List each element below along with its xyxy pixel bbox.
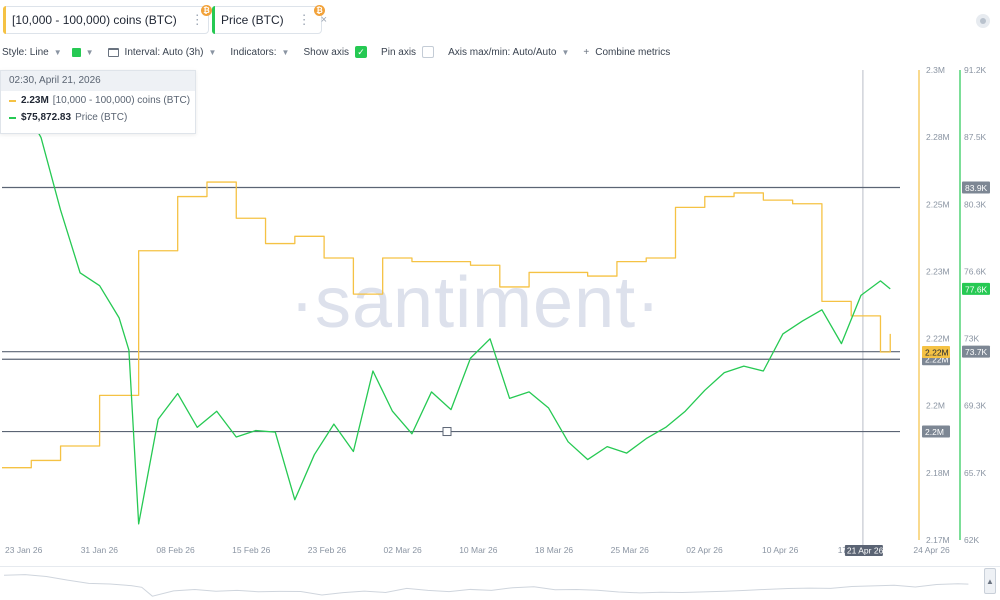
holders-tick-label: 2.28M: [926, 132, 950, 142]
price-tick-label: 76.6K: [964, 266, 987, 276]
axis-maxmin-select[interactable]: Axis max/min: Auto/Auto ▼: [448, 47, 569, 58]
tooltip-value: 2.23M: [21, 95, 49, 106]
x-tick-label: 08 Feb 26: [156, 545, 195, 555]
pin-axis-label: Pin axis: [381, 46, 417, 58]
price-tick-label: 62K: [964, 535, 979, 545]
price-series-line: [1, 101, 891, 525]
tooltip-series-name: Price (BTC): [75, 112, 128, 123]
calendar-icon: [107, 47, 119, 57]
indicators-label: Indicators:: [230, 46, 277, 58]
price-tick-label: 80.3K: [964, 199, 987, 209]
tooltip-row: 2.23M [10,000 - 100,000) coins (BTC): [1, 93, 195, 108]
reference-value-label: 83.9K: [965, 183, 988, 193]
metric-label: Price (BTC): [221, 13, 284, 27]
reference-line-handle: [442, 427, 452, 437]
checkbox-unchecked-icon[interactable]: [422, 46, 435, 58]
reference-value-label: 2.2M: [925, 427, 944, 437]
show-axis-toggle[interactable]: Show axis ✓: [303, 46, 368, 58]
holders-tick-label: 2.17M: [926, 535, 950, 545]
x-tick-label: 25 Mar 26: [611, 545, 650, 555]
navigator-handle[interactable]: ▲: [984, 568, 996, 594]
indicators-select[interactable]: Indicators: ▼: [230, 47, 289, 58]
x-tick-label: 15 Feb 26: [232, 545, 271, 555]
metric-menu-icon[interactable]: ⋮: [190, 12, 204, 27]
style-select[interactable]: Style: Line ▼ ▼: [2, 47, 94, 58]
chevron-down-icon: ▼: [281, 47, 290, 57]
x-tick-label: 23 Jan 26: [5, 545, 43, 555]
plus-icon: +: [583, 46, 590, 58]
navigator-line: [3, 574, 969, 597]
x-tick-label: 18 Mar 26: [535, 545, 574, 555]
close-icon[interactable]: ×: [320, 14, 328, 26]
price-tick-label: 87.5K: [964, 132, 987, 142]
x-tick-label: 02 Mar 26: [384, 545, 423, 555]
holders-tick-label: 2.25M: [926, 199, 950, 209]
range-navigator[interactable]: [0, 566, 1000, 600]
chart-toolbar: Style: Line ▼ ▼ Interval: Auto (3h) ▼ In…: [0, 44, 684, 60]
interval-select[interactable]: Interval: Auto (3h) ▼: [107, 46, 217, 58]
price-current-label: 77.6K: [965, 284, 988, 294]
tooltip-value: $75,872.83: [21, 112, 72, 123]
interval-label: Interval: Auto (3h): [124, 46, 204, 58]
chevron-down-icon: ▼: [85, 47, 94, 57]
chevron-down-icon: ▼: [53, 47, 62, 57]
holders-series-line: [2, 181, 891, 469]
price-current-tag: [962, 282, 990, 295]
x-highlight-label: 21 Apr 26: [847, 546, 884, 556]
settings-button[interactable]: [976, 14, 990, 28]
reference-value-label: 2.22M: [925, 355, 949, 365]
holders-tick-label: 2.22M: [926, 334, 950, 344]
metric-menu-icon[interactable]: ⋮: [297, 12, 311, 27]
chevron-down-icon: ▼: [208, 47, 217, 57]
reference-value-label: 73.7K: [965, 347, 988, 357]
metric-tab-holders[interactable]: [10,000 - 100,000) coins (BTC) ⋮ × ₿: [3, 5, 220, 34]
holders-current-label: 2.22M: [925, 348, 949, 358]
holders-tick-label: 2.3M: [926, 65, 945, 75]
tooltip-date: 02:30, April 21, 2026: [1, 71, 195, 91]
x-highlight-tag: [844, 545, 883, 556]
reference-value-tag: [962, 181, 990, 194]
holders-current-tag: [922, 346, 950, 358]
tooltip-series-name: [10,000 - 100,000) coins (BTC): [52, 95, 191, 106]
holders-tick-label: 2.18M: [926, 468, 950, 478]
tooltip-row: $75,872.83 Price (BTC): [1, 110, 195, 125]
x-tick-label: 24 Apr 26: [913, 545, 950, 555]
chevron-down-icon: ▼: [561, 47, 570, 57]
chart-tooltip: 02:30, April 21, 2026 2.23M [10,000 - 10…: [0, 70, 196, 134]
price-tick-label: 73K: [964, 334, 979, 344]
bitcoin-badge-icon: ₿: [314, 5, 325, 16]
price-tick-label: 69.3K: [964, 401, 987, 411]
x-tick-label: 31 Jan 26: [81, 545, 119, 555]
combine-metrics-button[interactable]: + Combine metrics: [583, 47, 670, 58]
x-tick-label: 23 Feb 26: [308, 545, 347, 555]
holders-tick-label: 2.2M: [926, 401, 945, 411]
settings-icon: [980, 18, 986, 24]
navigator-overview: [3, 574, 969, 597]
metric-tab-price[interactable]: Price (BTC) ⋮ × ₿: [212, 5, 327, 34]
tooltip-swatch: [9, 99, 16, 102]
price-tick-label: 65.7K: [964, 468, 987, 478]
metric-label: [10,000 - 100,000) coins (BTC): [12, 13, 177, 27]
style-label: Style: Line: [2, 46, 49, 58]
reference-value-tag: [922, 425, 950, 438]
pin-axis-toggle[interactable]: Pin axis: [381, 46, 435, 58]
checkbox-checked-icon[interactable]: ✓: [355, 46, 368, 58]
metric-color-bar: [212, 6, 215, 34]
price-tick-label: 91.2K: [964, 65, 987, 75]
combine-metrics-label: Combine metrics: [595, 46, 671, 58]
holders-tick-label: 2.23M: [926, 266, 950, 276]
show-axis-label: Show axis: [303, 46, 350, 58]
x-tick-label: 10 Apr 26: [762, 545, 799, 555]
x-tick-label: 10 Mar 26: [459, 545, 498, 555]
metric-color-bar: [3, 6, 6, 34]
reference-value-tag: [962, 345, 990, 358]
color-swatch-icon: [71, 47, 81, 57]
axis-maxmin-label: Axis max/min: Auto/Auto: [448, 46, 557, 58]
x-tick-label: 02 Apr 26: [686, 545, 723, 555]
bitcoin-badge-icon: ₿: [201, 5, 212, 16]
tooltip-swatch: [9, 116, 16, 119]
